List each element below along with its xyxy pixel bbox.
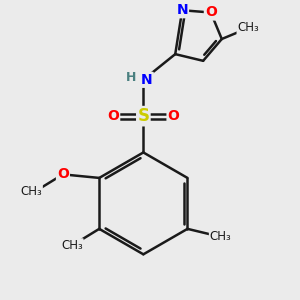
- Text: N: N: [141, 73, 153, 87]
- Text: O: O: [205, 5, 217, 20]
- Text: H: H: [126, 71, 136, 84]
- Text: N: N: [176, 3, 188, 17]
- Text: CH₃: CH₃: [238, 21, 259, 34]
- Text: CH₃: CH₃: [61, 239, 83, 252]
- Text: O: O: [167, 109, 179, 123]
- Text: CH₃: CH₃: [20, 185, 42, 198]
- Text: CH₃: CH₃: [210, 230, 232, 243]
- Text: O: O: [57, 167, 69, 182]
- Text: O: O: [107, 109, 119, 123]
- Text: S: S: [137, 107, 149, 125]
